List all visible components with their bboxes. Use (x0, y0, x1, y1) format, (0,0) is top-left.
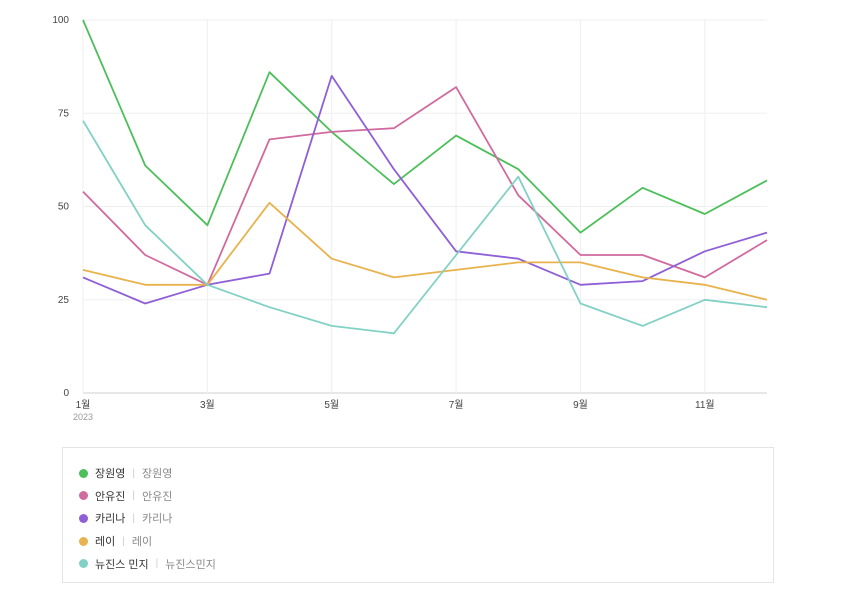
legend-item[interactable]: 카리나 | 카리나 (79, 507, 773, 530)
x-tick-label: 5월 (324, 399, 339, 411)
x-tick-label: 1월 (76, 399, 91, 411)
x-tick-label: 9월 (573, 399, 588, 411)
legend-swatch (79, 468, 88, 478)
legend-swatch (79, 536, 88, 546)
y-axis: 0 25 50 75 100 (52, 15, 69, 399)
series-line (82, 86, 768, 286)
series-line (82, 120, 768, 335)
legend-separator: | (132, 490, 135, 502)
series-line (82, 75, 768, 305)
legend-alias: 레이 (131, 536, 153, 549)
legend-separator: | (132, 467, 135, 479)
line-chart: 0 25 50 75 100 1월 3월 5월 7월 9월 11월 2023 (52, 15, 768, 422)
legend: 장원영 | 장원영 안유진 | 안유진 카리나 | 카리나 레이 | 레이 뉴진스 민지 | 뉴진스민지 (62, 447, 774, 583)
legend-swatch (79, 559, 88, 569)
grid (82, 19, 767, 394)
legend-label: 장원영 (95, 468, 126, 481)
legend-item[interactable]: 레이 | 레이 (79, 530, 773, 553)
series-lines (82, 19, 768, 335)
legend-swatch (79, 513, 88, 523)
legend-label: 카리나 (95, 513, 126, 526)
x-tick-label: 7월 (449, 399, 464, 411)
legend-alias: 뉴진스민지 (165, 558, 216, 571)
x-axis: 1월 3월 5월 7월 9월 11월 2023 (73, 399, 715, 422)
x-tick-label: 11월 (695, 399, 715, 411)
legend-label: 안유진 (95, 490, 126, 503)
y-tick-label: 50 (58, 202, 70, 213)
legend-swatch (79, 491, 88, 501)
x-sub-label: 2023 (73, 412, 93, 422)
legend-label: 레이 (95, 536, 116, 549)
y-tick-label: 0 (63, 388, 69, 399)
series-line (82, 201, 768, 301)
legend-list: 장원영 | 장원영 안유진 | 안유진 카리나 | 카리나 레이 | 레이 뉴진스 민지 | 뉴진스민지 (63, 448, 773, 575)
legend-separator: | (132, 512, 135, 524)
legend-separator: | (122, 535, 125, 547)
legend-alias: 카리나 (141, 513, 173, 526)
y-tick-label: 100 (52, 15, 69, 26)
legend-separator: | (155, 558, 159, 570)
legend-item[interactable]: 장원영 | 장원영 (79, 462, 773, 485)
y-tick-label: 25 (58, 295, 70, 306)
legend-alias: 장원영 (141, 468, 173, 481)
legend-alias: 안유진 (141, 490, 173, 503)
legend-label: 뉴진스 민지 (95, 558, 149, 571)
legend-item[interactable]: 뉴진스 민지 | 뉴진스민지 (79, 552, 773, 575)
y-tick-label: 75 (58, 108, 70, 119)
legend-item[interactable]: 안유진 | 안유진 (79, 485, 773, 508)
x-tick-label: 3월 (200, 399, 215, 411)
series-line (82, 19, 768, 234)
